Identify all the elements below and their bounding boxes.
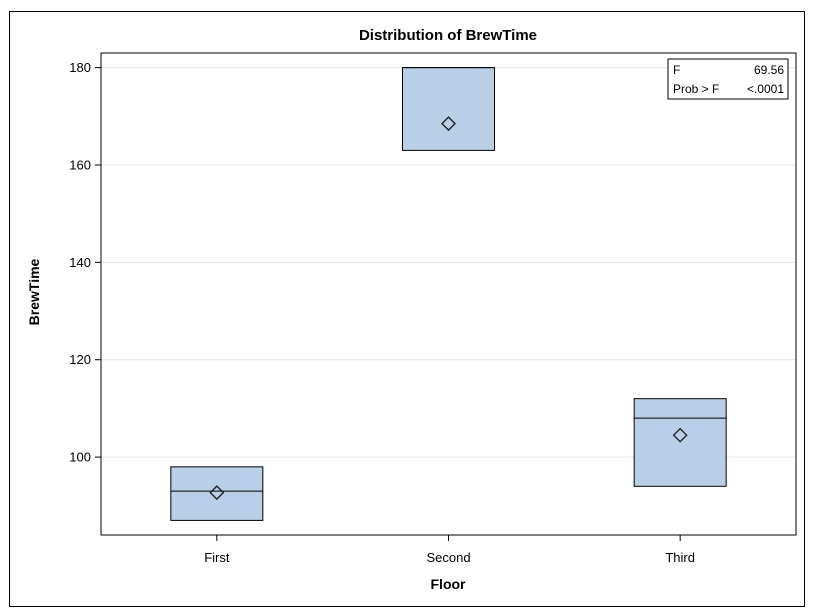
stats-inset: F 69.56 Prob > F <.0001 [667, 58, 789, 100]
mean-marker [209, 485, 225, 501]
stats-inset-box [667, 58, 789, 100]
axes: 100 120 140 160 180 First Second Third [69, 52, 797, 565]
stat-f-label: F [673, 63, 680, 77]
mean-marker [672, 427, 688, 443]
y-tick-label: 140 [69, 255, 91, 270]
mean-marker [441, 116, 456, 132]
y-tick-label: 120 [69, 352, 91, 367]
box-first [170, 466, 264, 521]
stat-p-label: Prob > F [673, 82, 719, 96]
stat-f-value: 69.56 [754, 63, 784, 77]
stat-p-value: <.0001 [747, 82, 784, 96]
y-axis-label: BrewTime [26, 258, 42, 325]
boxes [170, 67, 727, 521]
y-tick-label: 100 [69, 450, 91, 465]
x-axis-label: Floor [431, 576, 467, 592]
x-tick-label: Third [665, 550, 695, 565]
y-tick-label: 160 [69, 157, 91, 172]
box-second [402, 67, 495, 151]
chart-title: Distribution of BrewTime [359, 27, 537, 44]
y-tick-label: 180 [69, 60, 91, 75]
x-tick-label: First [204, 550, 230, 565]
x-tick-label: Second [426, 550, 470, 565]
